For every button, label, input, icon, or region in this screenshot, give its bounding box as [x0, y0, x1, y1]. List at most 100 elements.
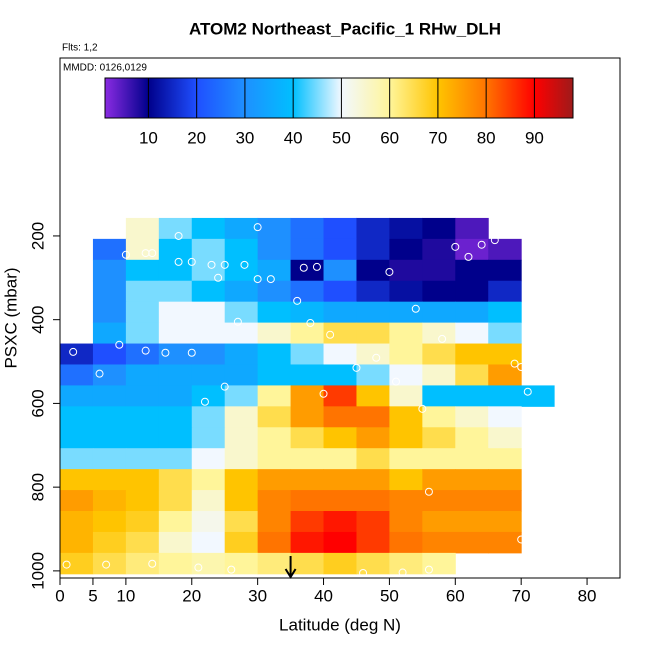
heat-cell	[224, 343, 259, 365]
heat-cell	[92, 448, 127, 470]
sample-point	[187, 348, 196, 357]
heat-cell	[191, 427, 226, 449]
sample-point	[121, 250, 130, 259]
heat-cell	[257, 385, 292, 407]
heat-cell	[455, 427, 489, 449]
heat-cell	[257, 259, 292, 282]
heat-cell	[257, 364, 292, 386]
heat-cell	[257, 238, 292, 261]
heat-cell	[60, 552, 94, 575]
sample-point	[253, 223, 262, 232]
heat-cell	[158, 385, 193, 407]
heat-cell	[125, 343, 160, 365]
heat-cell	[125, 238, 160, 261]
heat-cell	[92, 531, 127, 554]
heat-cell	[389, 259, 423, 282]
heat-cell	[191, 259, 226, 282]
heat-cell	[158, 552, 193, 575]
sample-point	[214, 273, 223, 282]
sample-point	[392, 377, 400, 386]
heat-cell	[125, 469, 160, 491]
heat-cell	[224, 406, 259, 428]
sample-point	[148, 559, 157, 568]
sample-point	[424, 487, 433, 496]
heat-cell	[389, 511, 423, 533]
sample-point	[293, 296, 302, 305]
heat-cell	[125, 259, 160, 282]
heat-cell	[356, 259, 390, 282]
colorbar-tick-label: 30	[235, 128, 254, 147]
heat-cell	[323, 511, 357, 533]
heat-cell	[389, 343, 423, 365]
heat-cell	[125, 448, 160, 470]
x-tick-label: 60	[446, 586, 465, 605]
heat-cell	[323, 322, 357, 345]
heat-cell	[323, 343, 357, 365]
sample-point	[200, 397, 209, 406]
heat-cell	[92, 280, 127, 303]
heat-cell	[389, 301, 423, 324]
heat-cell	[290, 490, 325, 512]
heat-cell	[356, 385, 390, 407]
x-tick-label: 40	[314, 586, 333, 605]
heat-cell	[158, 427, 193, 449]
heat-cell	[125, 427, 160, 449]
sample-point	[306, 319, 315, 328]
heat-cell	[455, 217, 489, 240]
sample-point	[517, 362, 526, 371]
heat-cell	[257, 322, 292, 345]
sample-point	[266, 275, 275, 284]
heat-cell	[488, 490, 522, 512]
heat-cell	[389, 469, 423, 491]
heat-cell	[389, 322, 423, 345]
heat-cell	[60, 406, 94, 428]
heat-cell	[290, 343, 325, 365]
heat-cell	[290, 259, 325, 282]
x-tick-label: 20	[182, 586, 201, 605]
heat-cell	[158, 301, 193, 324]
heat-cell	[92, 343, 127, 365]
heat-cell	[158, 364, 193, 386]
heat-cell	[455, 238, 489, 261]
heat-cell	[60, 427, 94, 449]
heat-cell	[191, 238, 226, 261]
heat-cell	[224, 469, 259, 491]
heat-cell	[488, 531, 522, 554]
heat-cell	[92, 364, 127, 386]
heat-cell	[290, 322, 325, 345]
heat-cell	[422, 406, 456, 428]
chart-title: ATOM2 Northeast_Pacific_1 RHw_DLH	[189, 19, 501, 38]
colorbar-tick-label: 50	[332, 128, 351, 147]
heat-cell	[125, 511, 160, 533]
heat-cell	[422, 511, 456, 533]
heat-cell	[158, 280, 193, 303]
heatmap	[60, 217, 555, 575]
heat-cell	[389, 280, 423, 303]
heat-cell	[224, 238, 259, 261]
sample-point	[69, 347, 78, 356]
heat-cell	[488, 280, 522, 303]
heat-cell	[455, 301, 489, 324]
y-axis-label: PSXC (mbar)	[1, 267, 20, 368]
y-tick-label: 600	[28, 389, 47, 417]
heat-cell	[455, 343, 489, 365]
heat-cell	[488, 322, 522, 345]
heat-cell	[356, 301, 390, 324]
heat-cell	[158, 490, 193, 512]
sample-point	[326, 330, 335, 339]
sample-point	[490, 236, 499, 245]
heat-cell	[257, 531, 292, 554]
heat-cell	[224, 364, 259, 386]
heat-cell	[191, 322, 226, 345]
sample-point	[523, 387, 532, 396]
heat-cell	[488, 469, 522, 491]
colorbar-tick-label: 40	[284, 128, 303, 147]
heat-cell	[488, 259, 522, 282]
heat-cell	[257, 343, 292, 365]
heat-cell	[356, 217, 390, 240]
sample-point	[220, 382, 229, 391]
heat-cell	[422, 448, 456, 470]
heat-cell	[224, 217, 259, 240]
heat-cell	[257, 448, 292, 470]
heat-cell	[92, 490, 127, 512]
